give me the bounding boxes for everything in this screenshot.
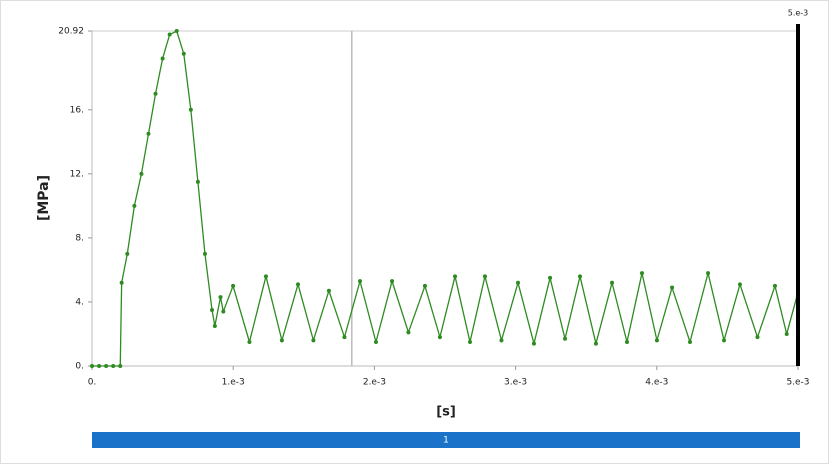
data-point (139, 171, 144, 176)
y-tick-label: 16. (70, 105, 84, 115)
x-tick-label: 0. (88, 378, 97, 388)
data-point (167, 32, 172, 37)
x-tick-label: 3.e-3 (504, 378, 527, 388)
data-point (437, 335, 442, 340)
data-point (499, 338, 504, 343)
data-point (181, 51, 186, 56)
data-point (406, 330, 411, 335)
data-point (706, 271, 711, 276)
y-tick-label: 12. (70, 169, 84, 179)
data-point (247, 339, 252, 344)
x-tick-label: 2.e-3 (363, 378, 386, 388)
data-point (153, 91, 158, 96)
data-point (772, 283, 777, 288)
data-point (326, 288, 331, 293)
data-point (784, 331, 789, 336)
data-point (111, 364, 116, 368)
data-point (577, 274, 582, 279)
data-point (422, 283, 427, 288)
data-point (231, 283, 236, 288)
data-point (548, 275, 553, 280)
data-point (104, 364, 109, 368)
x-tick-label: 4.e-3 (645, 378, 668, 388)
data-point (311, 338, 316, 343)
y-tick-label: 8. (75, 233, 84, 243)
data-point (670, 285, 675, 290)
data-point (97, 364, 102, 368)
data-point (195, 179, 200, 184)
data-point (453, 274, 458, 279)
data-point (174, 29, 179, 33)
step-bar[interactable] (92, 432, 800, 448)
y-tick-label: 0. (75, 362, 84, 372)
data-point (516, 280, 521, 285)
data-point (90, 364, 94, 368)
data-point (221, 309, 226, 314)
data-point (610, 280, 615, 285)
data-point (146, 131, 151, 136)
data-point (531, 341, 536, 346)
data-point (279, 338, 284, 343)
data-point (202, 251, 207, 256)
data-point (357, 279, 362, 284)
data-point (687, 339, 692, 344)
data-point (263, 274, 268, 279)
data-point (373, 339, 378, 344)
data-point (342, 335, 347, 340)
x-axis-label: [s] (436, 405, 456, 420)
x-tick-label: 1.e-3 (222, 378, 245, 388)
data-point (212, 323, 217, 328)
data-point (118, 364, 123, 368)
data-point (390, 279, 395, 284)
data-point (639, 271, 644, 276)
end-marker-label: 5.e-3 (788, 9, 809, 18)
data-point (722, 338, 727, 343)
data-point (625, 339, 630, 344)
data-point (563, 336, 568, 341)
y-tick-label: 20.92 (58, 27, 84, 37)
data-point (119, 280, 124, 285)
data-point (132, 203, 137, 208)
y-tick-label: 4. (75, 297, 84, 307)
step-bar-label[interactable]: 1 (443, 436, 449, 446)
data-point (125, 251, 130, 256)
data-point (482, 274, 487, 279)
data-point (160, 56, 165, 61)
data-point (188, 107, 193, 112)
data-point (218, 295, 223, 300)
data-point (737, 282, 742, 287)
data-point (296, 282, 301, 287)
data-point (654, 338, 659, 343)
y-axis-label: [MPa] (36, 175, 52, 221)
data-point (210, 307, 215, 312)
data-point (755, 335, 760, 340)
x-tick-label: 5.e-3 (786, 378, 809, 388)
data-point (593, 341, 598, 346)
data-point (467, 339, 472, 344)
